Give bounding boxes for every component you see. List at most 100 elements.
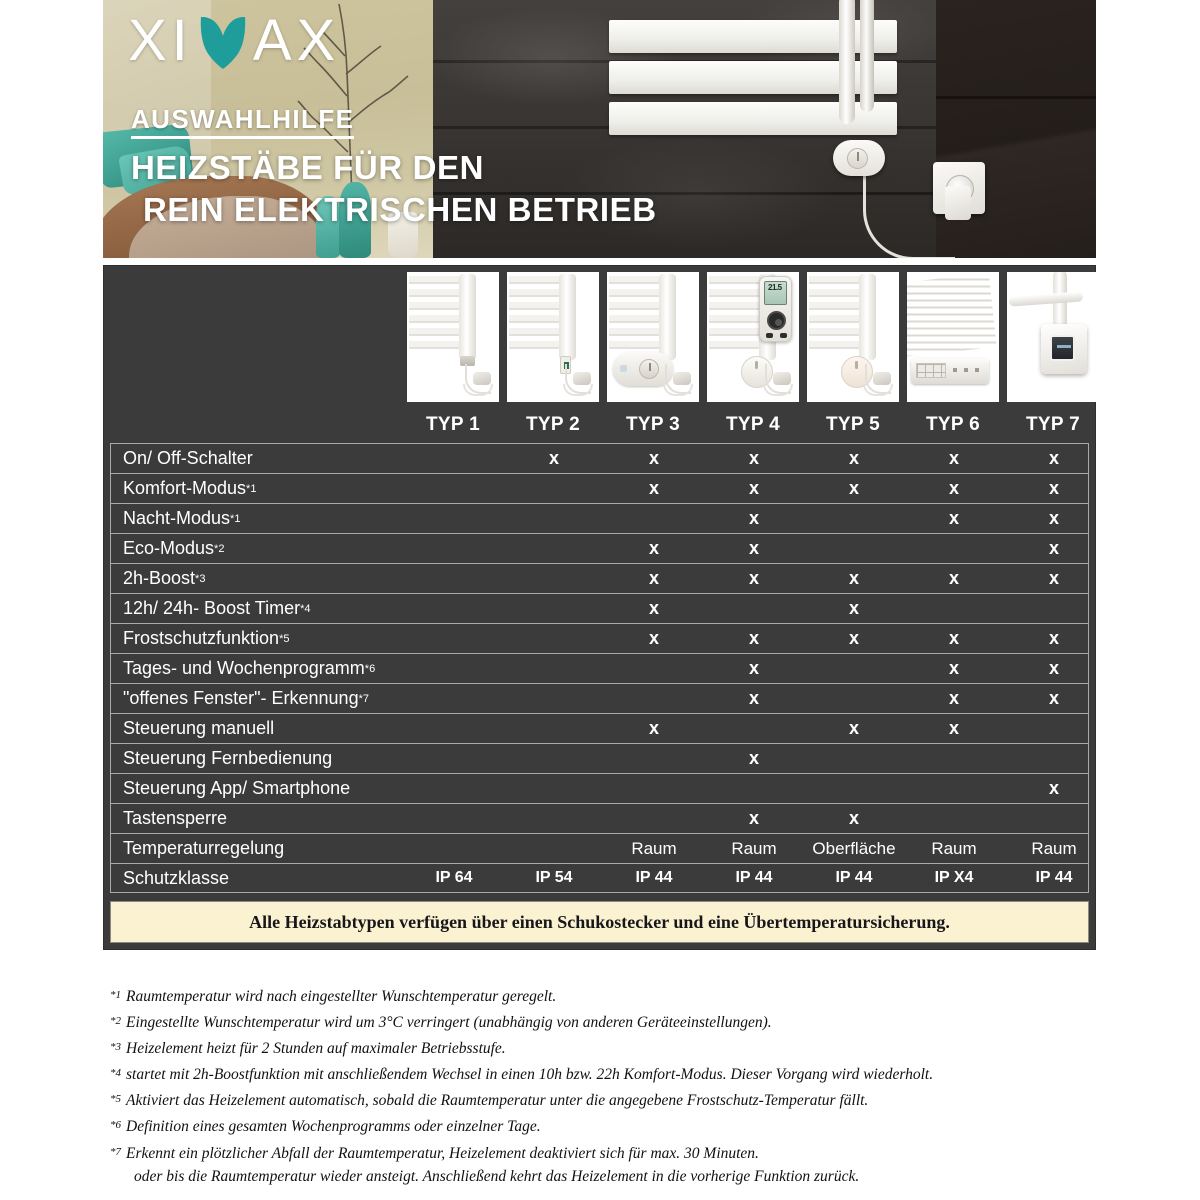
- table-cell-r14-c4: Raum: [731, 838, 777, 858]
- table-cell-r14-c1: [408, 834, 500, 863]
- table-cell-r2-c3: x: [648, 478, 659, 498]
- table-cell-r3-c3: [608, 504, 700, 533]
- hero-kicker: AUSWAHLHILFE: [131, 104, 355, 139]
- table-row: "offenes Fenster"- Erkennung *7 x x x: [110, 683, 1089, 713]
- row-label: Komfort-Modus *1: [123, 478, 257, 498]
- row-label: Tastensperre: [123, 808, 228, 828]
- table-cell-r14-c7: Raum: [1031, 838, 1077, 858]
- footnote-continuation: oder bis die Raumtemperatur wieder anste…: [134, 1167, 860, 1185]
- table-cell-r11-c5: [808, 744, 900, 773]
- table-cell-r9-c7: x: [1048, 688, 1059, 708]
- table-cell-r1-c1: [408, 444, 500, 473]
- row-label: On/ Off-Schalter: [123, 448, 253, 468]
- row-cells: x: [408, 774, 1100, 803]
- row-label: Steuerung App/ Smartphone: [123, 778, 351, 798]
- footnote-marker: *6: [364, 662, 376, 675]
- footnote-item: *3 Heizelement heizt für 2 Stunden auf ma…: [110, 1040, 1120, 1059]
- table-cell-r14-c2: [508, 834, 600, 863]
- table-cell-r12-c2: [508, 774, 600, 803]
- table-cell-r13-c5: x: [848, 808, 859, 828]
- row-label: Frostschutzfunktion *5: [123, 628, 290, 648]
- table-cell-r5-c6: x: [948, 568, 959, 588]
- table-row: Schutzklasse IP 64 IP 54 IP 44 IP 44 IP 44 IP …: [110, 863, 1089, 893]
- table-cell-r9-c5: [808, 684, 900, 713]
- table-cell-r8-c6: x: [948, 658, 959, 678]
- row-cells: x: [408, 744, 1100, 773]
- table-cell-r14-c6: Raum: [931, 838, 977, 858]
- table-cell-r12-c4: [708, 774, 800, 803]
- table-cell-r9-c3: [608, 684, 700, 713]
- product-thumbnail-1: [407, 272, 499, 402]
- footnote-marker: *4: [110, 1067, 121, 1080]
- row-label: Tages- und Wochenprogramm *6: [123, 658, 376, 678]
- table-cell-r7-c7: x: [1048, 628, 1059, 648]
- table-row: Komfort-Modus *1 x x x x x: [110, 473, 1089, 503]
- radiator-pipe: [839, 0, 855, 124]
- footnote-marker: *6: [110, 1119, 121, 1132]
- table-row: Frostschutzfunktion *5 x x x x x: [110, 623, 1089, 653]
- table-cell-r12-c3: [608, 774, 700, 803]
- row-cells: IP 64 IP 54 IP 44 IP 44 IP 44 IP X4 IP 44: [408, 864, 1100, 892]
- table-cell-r7-c4: x: [748, 628, 759, 648]
- table-cell-r5-c1: [408, 564, 500, 593]
- table-cell-r4-c1: [408, 534, 500, 563]
- table-row: 12h/ 24h- Boost Timer *4 x x: [110, 593, 1089, 623]
- table-cell-r13-c1: [408, 804, 500, 833]
- hero-banner: XI AX AUSWAHLHILFE HEIZSTÄBE FÜR DEN REI…: [103, 0, 1096, 258]
- bathroom-wall: [103, 0, 433, 258]
- table-cell-r11-c4: x: [748, 748, 759, 768]
- column-header-typ-4: TYP 4: [726, 414, 780, 435]
- product-thumbnail-3: [607, 272, 699, 402]
- table-cell-r2-c6: x: [948, 478, 959, 498]
- table-cell-r9-c1: [408, 684, 500, 713]
- table-row: Eco-Modus *2 x x x: [110, 533, 1089, 563]
- footnote-text: startet mit 2h-Boostfunktion mit anschli…: [126, 1066, 934, 1084]
- footnote-marker: *5: [110, 1093, 121, 1106]
- table-cell-r15-c2: IP 54: [535, 869, 573, 886]
- row-label: "offenes Fenster"- Erkennung *7: [123, 688, 369, 708]
- glass-jar: [388, 212, 418, 258]
- table-cell-r11-c1: [408, 744, 500, 773]
- table-note-banner: Alle Heizstabtypen verfügen über einen S…: [110, 901, 1089, 943]
- table-cell-r13-c3: [608, 804, 700, 833]
- row-cells: Raum Raum Oberfläche Raum Raum: [408, 834, 1100, 863]
- table-cell-r12-c1: [408, 774, 500, 803]
- hero-headline-block: AUSWAHLHILFE HEIZSTÄBE FÜR DEN REIN ELEK…: [131, 104, 657, 231]
- product-thumbnail-4: [707, 272, 799, 402]
- table-cell-r10-c7: [1008, 714, 1100, 743]
- footnote-marker: *2: [110, 1015, 121, 1028]
- table-cell-r7-c2: [508, 624, 600, 653]
- table-cell-r14-c5: Oberfläche: [812, 838, 896, 858]
- table-cell-r4-c5: [808, 534, 900, 563]
- table-cell-r5-c4: x: [748, 568, 759, 588]
- table-cell-r15-c5: IP 44: [835, 869, 873, 886]
- table-cell-r1-c3: x: [648, 448, 659, 468]
- logo-text-right: AX: [252, 8, 341, 73]
- table-cell-r4-c3: x: [648, 538, 659, 558]
- ximax-tulip-mark-icon: [195, 12, 251, 70]
- table-cell-r4-c7: x: [1048, 538, 1059, 558]
- table-cell-r8-c3: [608, 654, 700, 683]
- table-cell-r13-c6: [908, 804, 1000, 833]
- column-header-typ-3: TYP 3: [626, 414, 680, 435]
- footnote-item: *5 Aktiviert das Heizelement automatisch,…: [110, 1092, 1120, 1111]
- table-row: Steuerung App/ Smartphone x: [110, 773, 1089, 803]
- vase-small: [316, 196, 340, 258]
- logo-text-left: XI: [128, 8, 193, 73]
- table-cell-r10-c1: [408, 714, 500, 743]
- table-cell-r5-c7: x: [1048, 568, 1059, 588]
- column-header-row: TYP 1 TYP 2 TYP 3 TYP 4 TYP 5 TYP 6 TYP 7: [110, 412, 1089, 443]
- table-cell-r1-c6: x: [948, 448, 959, 468]
- bathroom-photo: [103, 0, 1096, 258]
- table-cell-r7-c1: [408, 624, 500, 653]
- row-label: Steuerung manuell: [123, 718, 275, 738]
- footnote-marker: *1: [230, 512, 241, 525]
- table-row: Nacht-Modus *1 x x x: [110, 503, 1089, 533]
- product-thumbnail-5: [807, 272, 899, 402]
